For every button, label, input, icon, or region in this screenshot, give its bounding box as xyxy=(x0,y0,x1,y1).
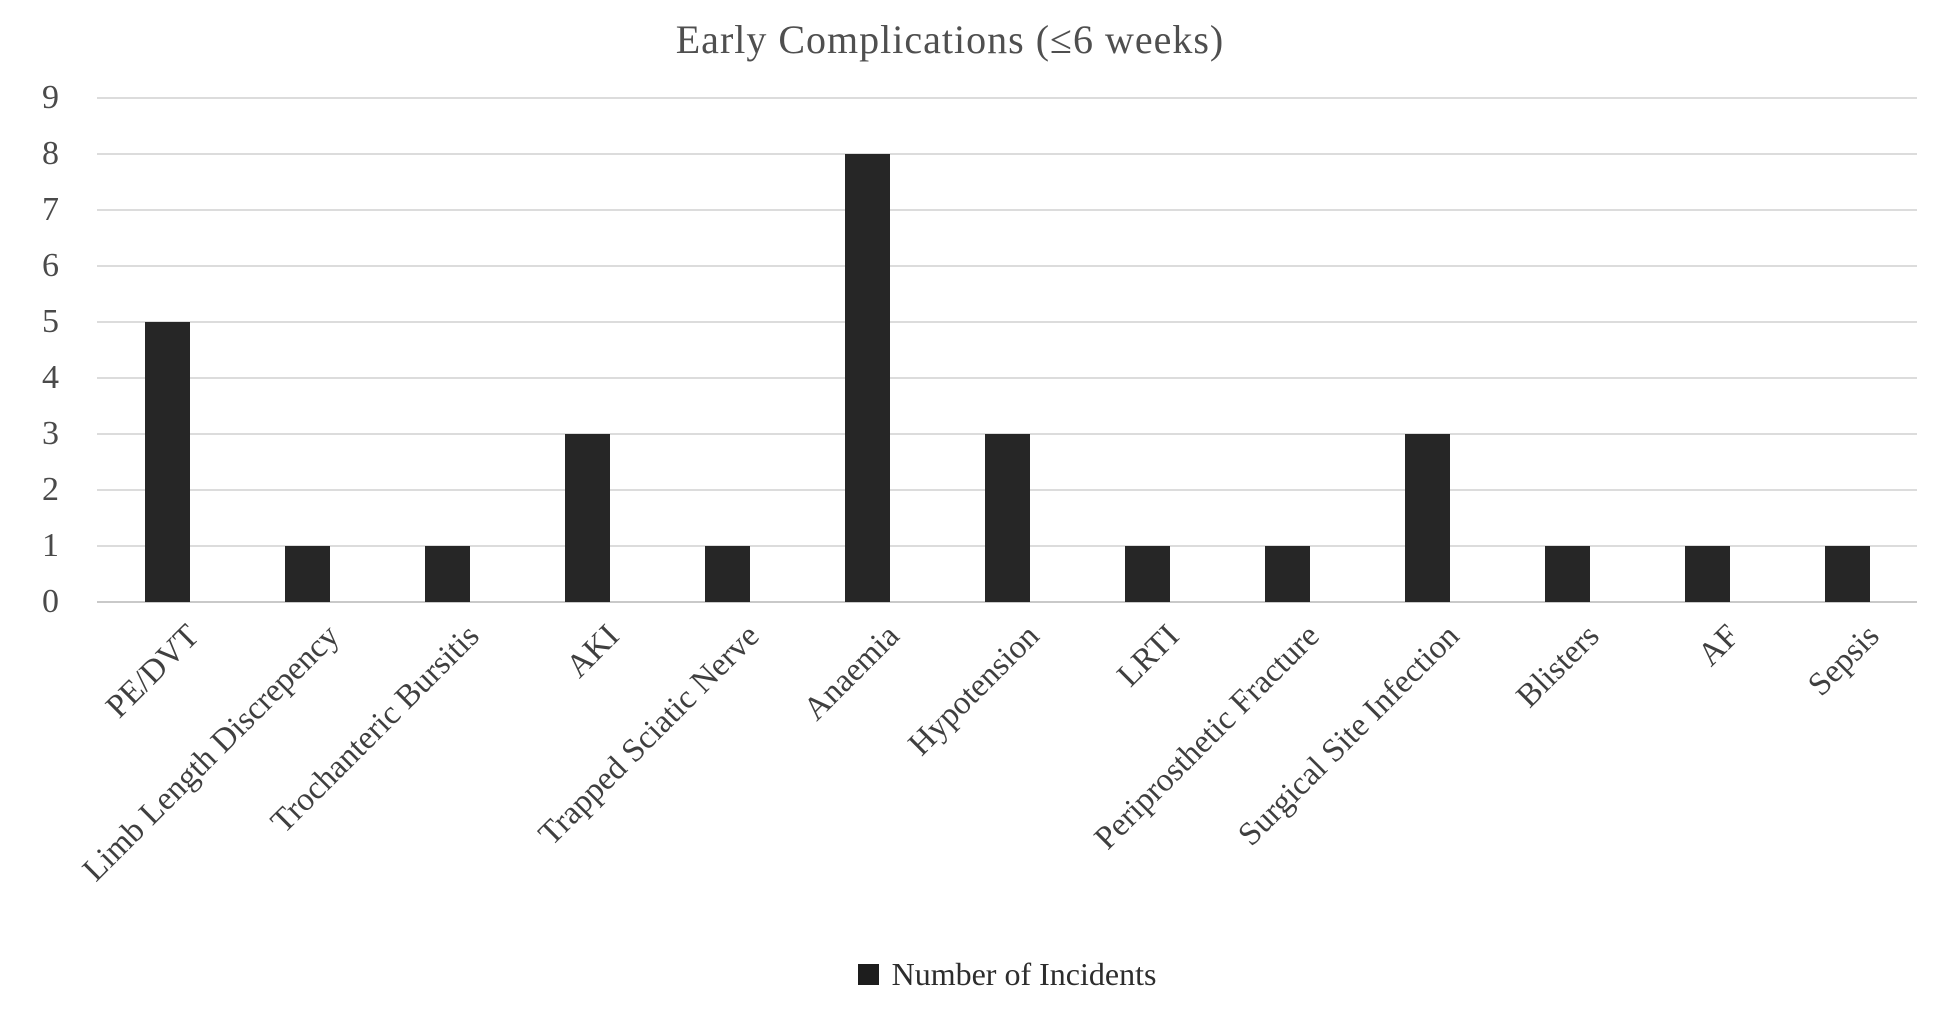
gridline xyxy=(97,97,1917,99)
bar xyxy=(844,154,890,602)
y-axis-tick-label: 7 xyxy=(42,191,59,228)
gridline xyxy=(97,265,1917,267)
y-axis-tick-label: 6 xyxy=(42,247,59,284)
y-axis-tick-label: 5 xyxy=(42,303,59,340)
y-axis-tick-label: 3 xyxy=(42,415,59,452)
legend-label: Number of Incidents xyxy=(891,956,1157,992)
y-axis-tick-label: 9 xyxy=(42,79,59,116)
y-axis-tick-label: 0 xyxy=(42,583,59,620)
gridline xyxy=(97,321,1917,323)
y-axis-tick-label: 1 xyxy=(42,527,59,564)
legend-swatch-icon xyxy=(857,964,879,985)
bar xyxy=(1544,546,1590,602)
bar xyxy=(284,546,330,602)
bar xyxy=(704,546,750,602)
bar xyxy=(564,434,610,602)
gridline xyxy=(97,209,1917,211)
bar xyxy=(424,546,470,602)
gridline xyxy=(97,377,1917,379)
bar xyxy=(1824,546,1870,602)
y-axis-tick-label: 8 xyxy=(42,135,59,172)
legend: Number of Incidents xyxy=(97,956,1917,993)
chart-title: Early Complications (≤6 weeks) xyxy=(675,17,1225,62)
bar xyxy=(1264,546,1310,602)
bar xyxy=(1684,546,1730,602)
bar xyxy=(1124,546,1170,602)
bar xyxy=(144,322,190,602)
y-axis-tick-label: 4 xyxy=(42,359,59,396)
bar xyxy=(1404,434,1450,602)
gridline xyxy=(97,153,1917,155)
plot-area: 0 1 2 3 4 5 6 7 8 9 PE/DVT Limb Length Discrepency T… xyxy=(42,79,1917,888)
gridline xyxy=(97,601,1917,603)
y-axis-tick-label: 2 xyxy=(42,471,59,508)
bar xyxy=(984,434,1030,602)
